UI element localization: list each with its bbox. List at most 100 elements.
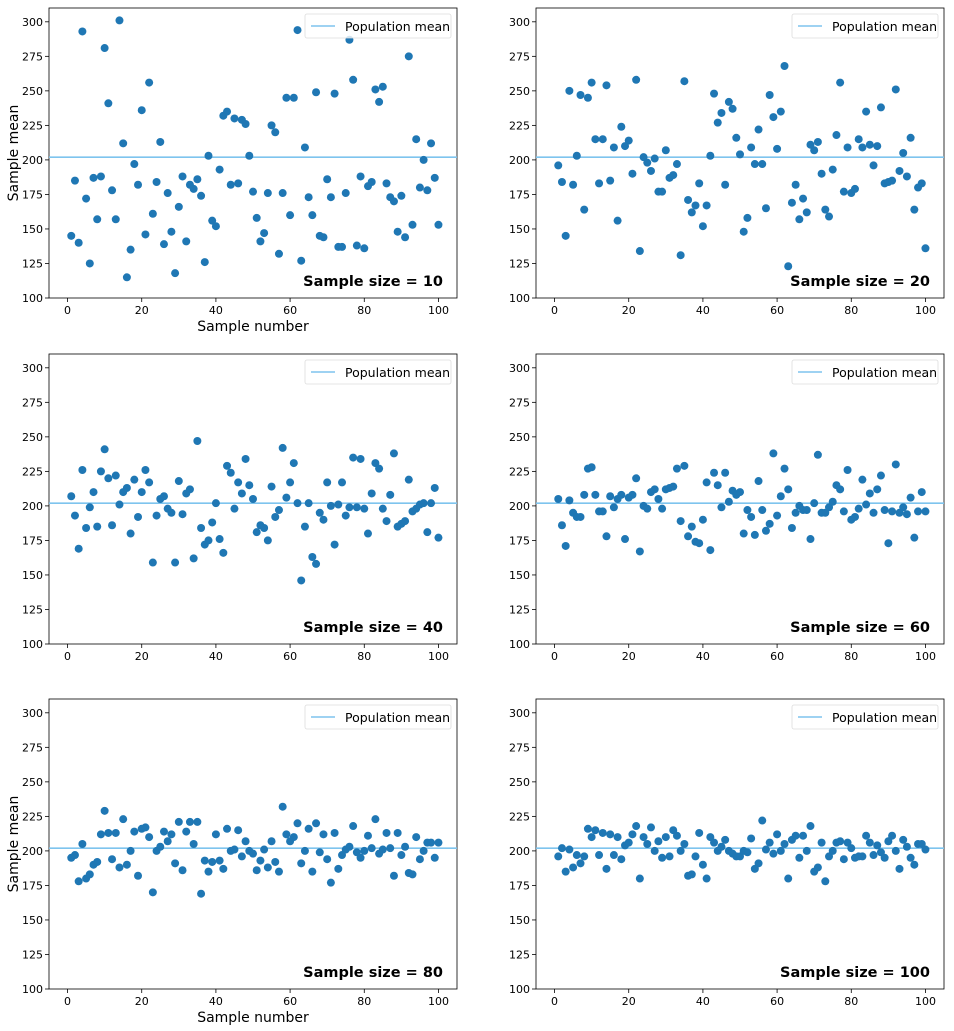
- data-point: [193, 175, 202, 184]
- x-tick-label: 60: [283, 650, 297, 663]
- data-point: [223, 107, 232, 116]
- data-point: [108, 186, 117, 195]
- data-point: [319, 515, 328, 524]
- data-point: [739, 529, 748, 538]
- data-point: [554, 495, 563, 503]
- data-point: [598, 135, 607, 144]
- data-point: [263, 863, 272, 872]
- data-point: [415, 855, 424, 864]
- data-point: [899, 835, 908, 844]
- y-axis-label: Sample mean: [6, 105, 22, 202]
- data-point: [234, 826, 243, 835]
- x-tick-label: 80: [357, 650, 371, 663]
- data-point: [345, 503, 354, 512]
- data-point: [758, 506, 767, 515]
- data-point: [126, 846, 135, 855]
- data-point: [197, 524, 206, 532]
- data-point: [178, 172, 187, 181]
- data-point: [721, 180, 730, 189]
- data-point: [260, 524, 269, 532]
- data-point: [93, 857, 102, 866]
- data-point: [769, 449, 778, 458]
- data-point: [902, 172, 911, 181]
- data-point: [654, 495, 663, 503]
- data-point: [773, 144, 782, 153]
- data-point: [836, 485, 845, 494]
- data-point: [389, 871, 398, 880]
- data-point: [884, 539, 893, 548]
- data-point: [111, 215, 120, 224]
- data-point: [750, 160, 759, 169]
- data-point: [375, 464, 384, 473]
- data-point: [141, 230, 150, 239]
- data-point: [245, 481, 254, 490]
- data-point: [865, 140, 874, 149]
- data-point: [293, 819, 302, 828]
- data-point: [787, 524, 796, 532]
- y-tick-label: 225: [22, 465, 43, 478]
- data-point: [223, 461, 232, 470]
- data-point: [669, 482, 678, 491]
- y-tick-label: 275: [509, 741, 530, 754]
- data-point: [434, 838, 443, 847]
- data-point: [378, 504, 387, 513]
- data-point: [338, 242, 347, 251]
- data-point: [349, 75, 358, 84]
- data-point: [230, 845, 239, 854]
- data-point: [873, 841, 882, 850]
- data-point: [847, 844, 856, 853]
- data-point: [260, 845, 269, 854]
- data-point: [389, 449, 398, 458]
- data-point: [393, 227, 402, 236]
- data-point: [241, 837, 250, 846]
- data-point: [869, 161, 878, 170]
- data-point: [78, 840, 87, 848]
- data-point: [561, 231, 570, 240]
- data-point: [93, 522, 102, 531]
- subplot-6: 100 125 150 175 200 225 250 275 300 0 20 40 60 80 100 P…: [509, 698, 945, 1008]
- data-point: [401, 517, 410, 526]
- data-point: [360, 504, 369, 513]
- data-point: [104, 828, 113, 837]
- data-point: [873, 142, 882, 151]
- data-point: [152, 511, 161, 520]
- data-point: [167, 508, 176, 517]
- data-point: [304, 824, 313, 833]
- data-point: [82, 524, 91, 532]
- data-point: [765, 91, 774, 99]
- data-point: [148, 558, 157, 567]
- data-point: [595, 851, 604, 860]
- data-point: [587, 833, 596, 842]
- data-point: [761, 204, 770, 213]
- data-point: [743, 213, 752, 222]
- data-point: [100, 445, 109, 454]
- data-point: [802, 506, 811, 515]
- data-point: [197, 889, 206, 898]
- data-point: [408, 220, 417, 229]
- data-point: [378, 845, 387, 854]
- data-point: [282, 93, 291, 102]
- data-point: [108, 521, 117, 530]
- x-tick-label: 0: [64, 650, 71, 663]
- data-point: [780, 464, 789, 473]
- data-point: [676, 251, 685, 260]
- y-tick-label: 150: [509, 223, 530, 236]
- data-point: [334, 500, 343, 509]
- data-point: [419, 846, 428, 855]
- y-tick-label: 225: [22, 810, 43, 823]
- legend-box: [791, 704, 939, 730]
- y-tick-label: 175: [509, 534, 530, 547]
- data-point: [862, 831, 871, 840]
- data-point: [430, 853, 439, 862]
- x-axis-label: Sample number: [197, 1010, 309, 1026]
- data-point: [234, 179, 243, 188]
- data-point: [434, 220, 443, 229]
- data-point: [312, 88, 321, 97]
- data-point: [821, 205, 830, 214]
- data-point: [902, 842, 911, 851]
- data-point: [576, 859, 585, 868]
- data-point: [219, 548, 228, 557]
- data-point: [914, 507, 923, 516]
- data-point: [621, 535, 630, 544]
- data-point: [628, 830, 637, 839]
